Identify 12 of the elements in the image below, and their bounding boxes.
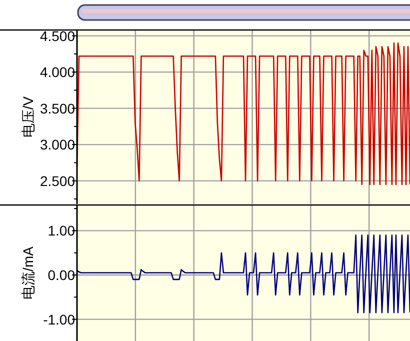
line-series [76,234,410,314]
y-tick-label: 2.500 [40,172,76,189]
y-axis-title: 电流/mA [20,246,36,300]
y-tick-label: 4.500 [40,28,76,44]
y-tick-label: -1.00 [43,311,76,328]
y-tick-label: 3.500 [40,100,76,116]
line-series [76,42,410,186]
y-tick-label: 4.000 [40,64,76,80]
y-axis-title: 电压/V [20,96,36,138]
y-tick-label: 1.00 [48,222,76,239]
y-tick-label: 0.00 [48,267,76,283]
y-tick-label: 3.000 [40,136,76,153]
